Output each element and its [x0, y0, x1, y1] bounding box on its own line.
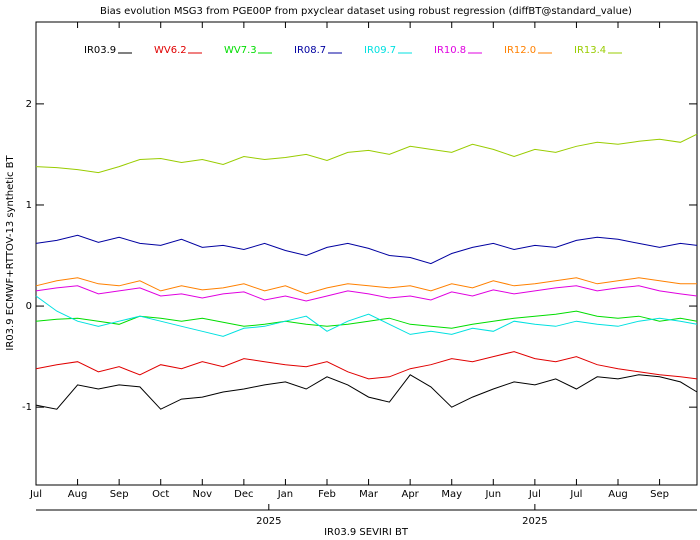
legend-label: IR09.7	[364, 45, 396, 56]
legend-label: WV6.2	[154, 45, 187, 56]
x-tick-label: Sep	[650, 489, 669, 500]
x-tick-label: Aug	[608, 489, 628, 500]
legend-label: IR08.7	[294, 45, 326, 56]
x-tick-label: Jul	[528, 489, 541, 500]
legend-label: IR13.4	[574, 45, 606, 56]
x-tick-label: Jun	[484, 489, 501, 500]
series-line	[35, 234, 698, 265]
x-tick-label: Aug	[68, 489, 88, 500]
x-tick-label: Apr	[401, 489, 419, 500]
series-line	[35, 374, 698, 410]
x-tick-label: Dec	[234, 489, 253, 500]
legend-label: WV7.3	[224, 45, 257, 56]
x-tick-label: Oct	[152, 489, 169, 500]
year-tick-label: 2025	[256, 516, 281, 527]
series-line	[35, 133, 698, 174]
x-axis-label: IR03.9 SEVIRI BT	[324, 527, 409, 538]
x-tick-label: Jul	[29, 489, 42, 500]
y-tick-label: 2	[26, 99, 32, 110]
year-tick-label: 2025	[522, 516, 547, 527]
x-tick-label: Jan	[277, 489, 293, 500]
y-axis-label: IR03.9 ECMWF+RTTOV-13 synthetic BT	[5, 154, 16, 350]
series-line	[35, 285, 698, 302]
legend-label: IR03.9	[84, 45, 116, 56]
x-tick-label: Feb	[318, 489, 336, 500]
series-line	[35, 351, 698, 380]
chart-title: Bias evolution MSG3 from PGE00P from pxy…	[100, 6, 632, 17]
y-tick-label: 0	[26, 301, 32, 312]
x-tick-label: Sep	[110, 489, 129, 500]
plot-frame	[35, 21, 698, 486]
x-tick-label: May	[441, 489, 462, 500]
x-tick-label: Nov	[193, 489, 213, 500]
x-tick-label: Mar	[359, 489, 379, 500]
series-line	[35, 295, 698, 337]
y-tick-label: 1	[26, 200, 32, 211]
series-line	[35, 310, 698, 329]
legend-label: IR10.8	[434, 45, 466, 56]
x-tick-label: Jul	[569, 489, 582, 500]
y-tick-label: -1	[22, 402, 32, 413]
legend-label: IR12.0	[504, 45, 536, 56]
series-line	[35, 277, 697, 295]
